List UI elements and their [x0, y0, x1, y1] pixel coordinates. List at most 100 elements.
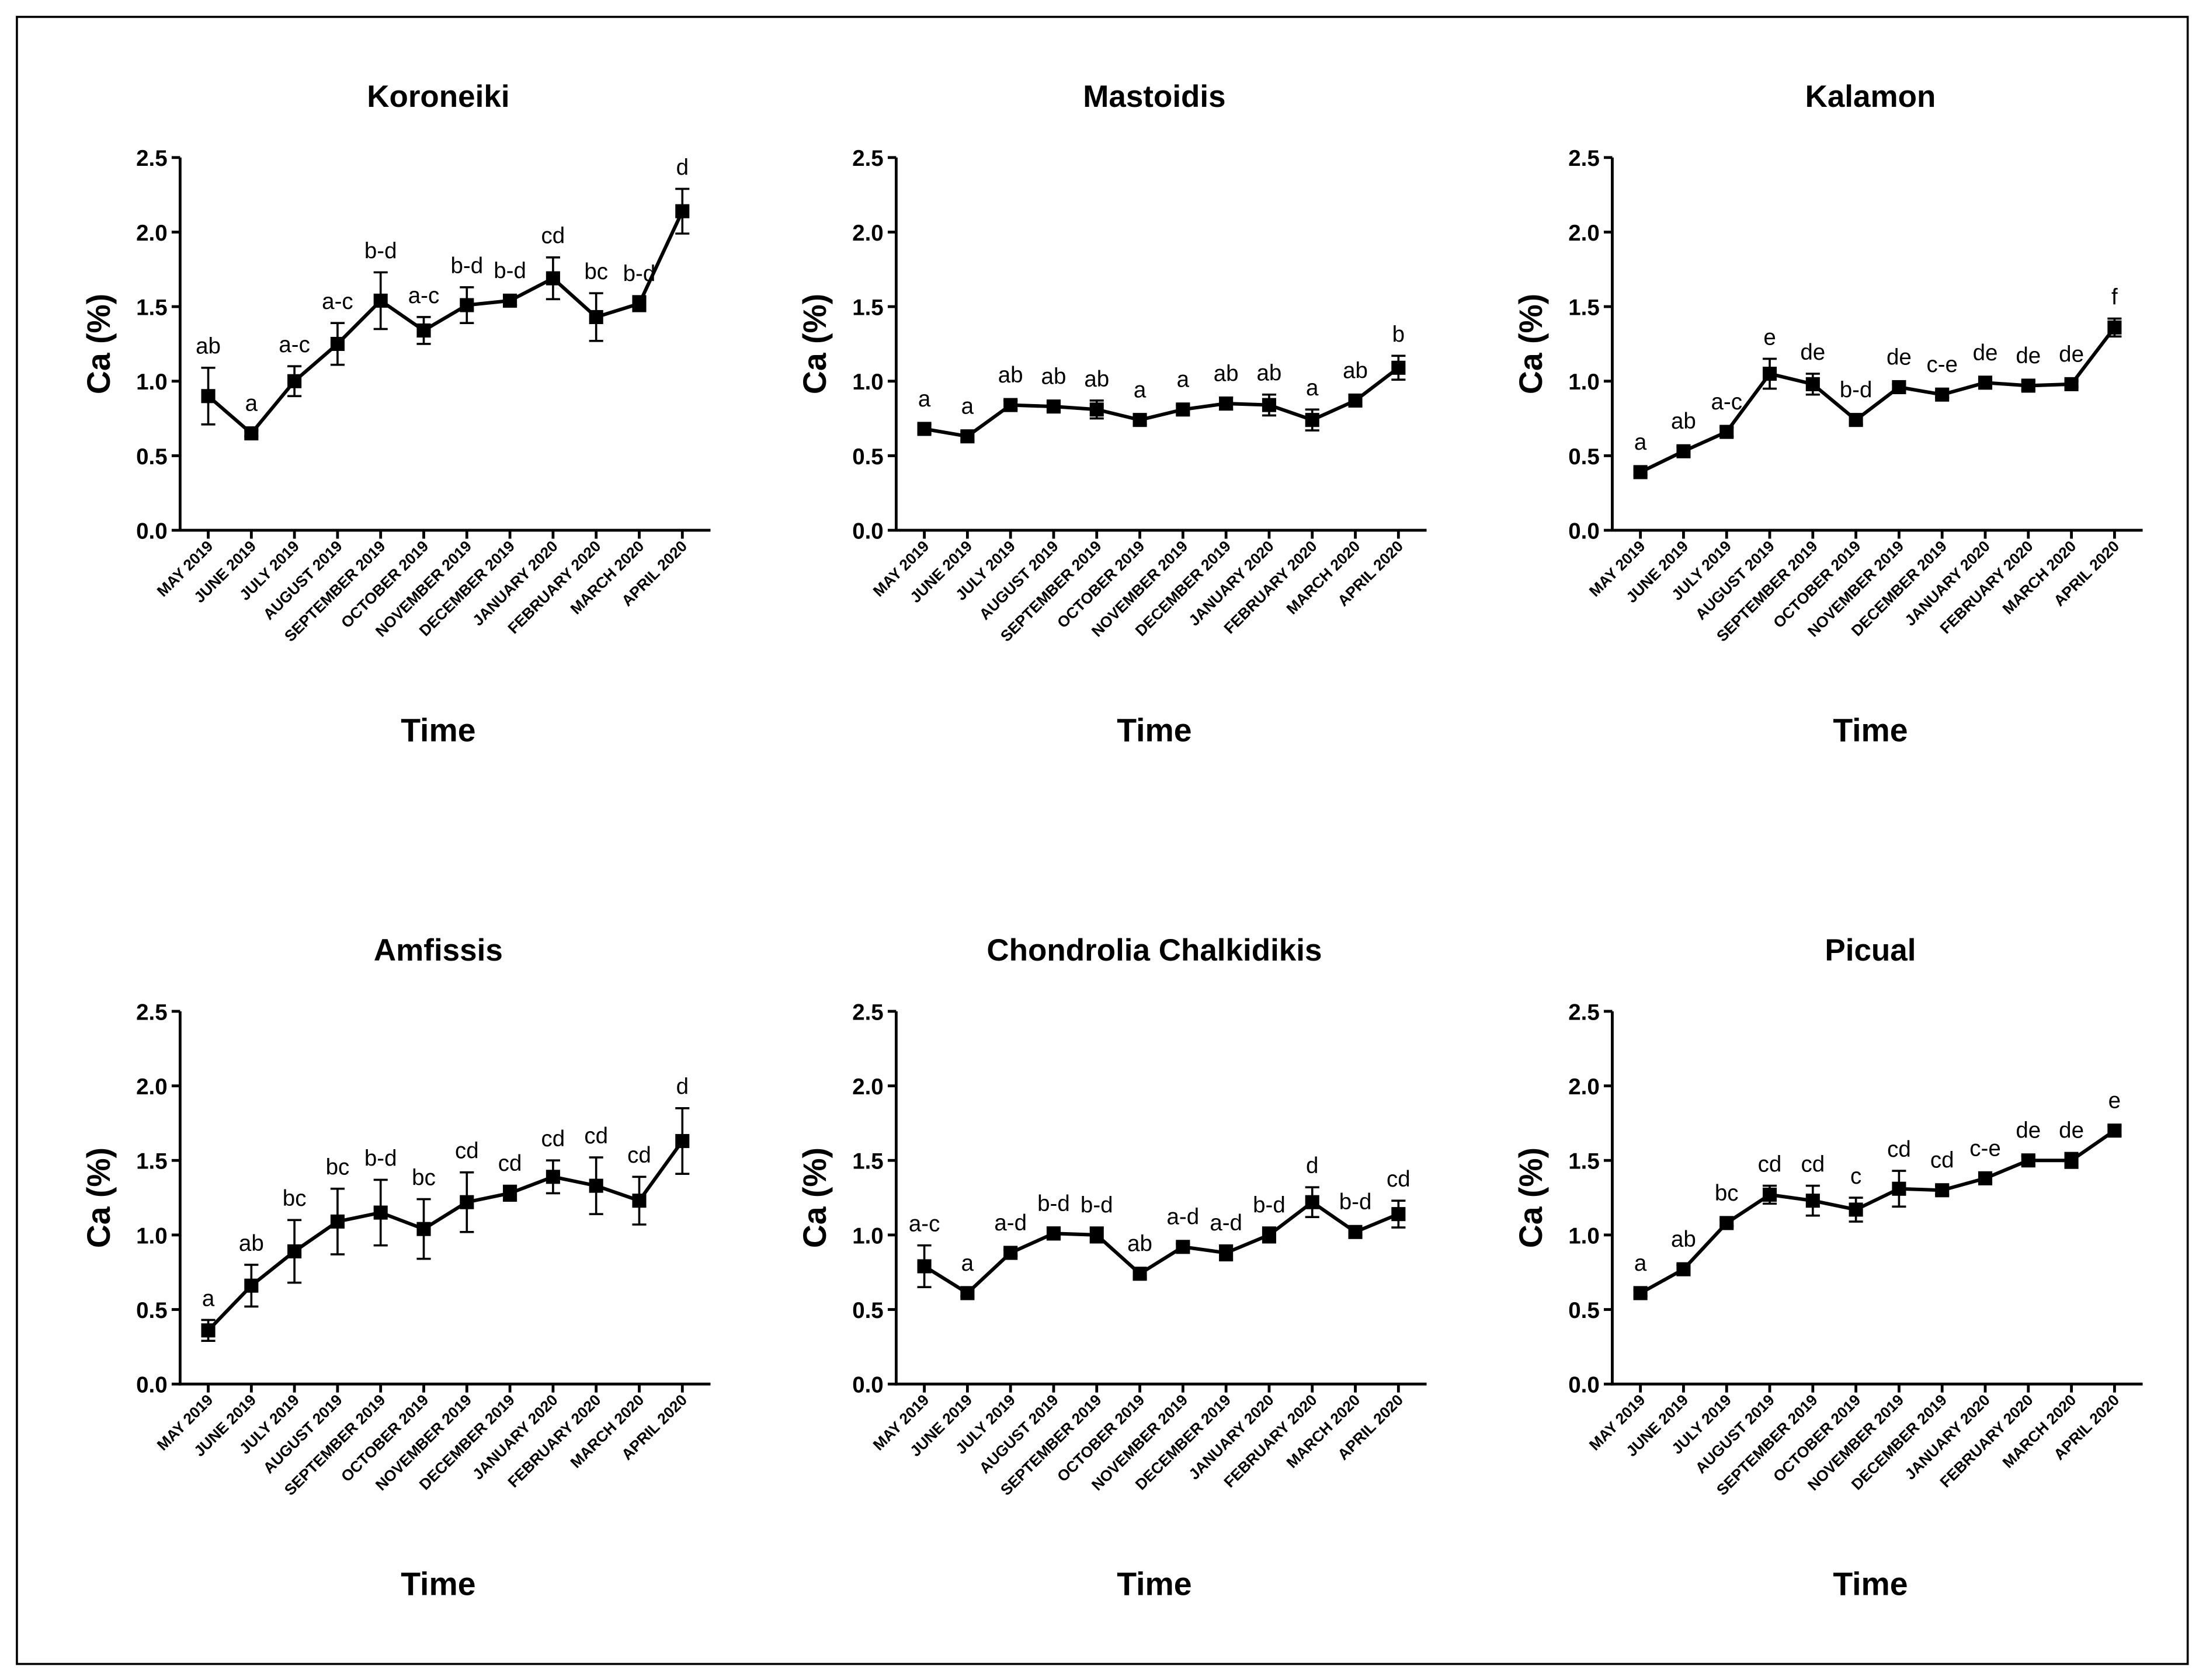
significance-letter: cd — [1801, 1152, 1825, 1177]
significance-letter: bc — [1715, 1181, 1739, 1206]
point — [1719, 425, 1734, 439]
significance-letter: a — [1634, 430, 1647, 455]
significance-letter: de — [2016, 343, 2041, 368]
significance-letter: a-c — [408, 283, 440, 308]
point — [675, 1133, 690, 1149]
point — [244, 426, 259, 441]
point — [1805, 377, 1820, 391]
significance-letter: cd — [455, 1139, 479, 1164]
frame — [16, 16, 2189, 1665]
point — [1262, 1227, 1276, 1242]
y-tick-label: 0.0 — [852, 519, 884, 544]
x-axis-label: Time — [1117, 1566, 1191, 1602]
significance-letter: b-d — [1037, 1191, 1070, 1216]
significance-letter: ab — [1214, 361, 1239, 387]
point — [287, 374, 302, 388]
significance-letter: cd — [1887, 1137, 1911, 1162]
point — [244, 1278, 259, 1293]
point — [546, 271, 560, 286]
significance-letter: bc — [326, 1155, 350, 1180]
significance-letter: bc — [412, 1166, 436, 1191]
y-tick-label: 1.5 — [136, 295, 168, 321]
point — [1978, 1171, 1993, 1185]
point — [1849, 413, 1863, 427]
y-tick-label: 1.0 — [1568, 370, 1600, 395]
y-tick-label: 2.5 — [136, 1000, 168, 1025]
y-tick-label: 1.0 — [136, 1223, 168, 1248]
significance-letter: d — [1306, 1153, 1318, 1178]
significance-letter: a-c — [279, 332, 310, 357]
y-tick-label: 2.5 — [1568, 1000, 1600, 1025]
point — [1676, 444, 1691, 458]
point — [1176, 402, 1190, 417]
point — [1046, 399, 1061, 414]
significance-letter: a — [961, 394, 974, 419]
point — [201, 389, 216, 404]
y-tick-label: 1.5 — [1568, 295, 1600, 321]
x-axis-label: Time — [1833, 712, 1908, 748]
significance-letter: de — [2059, 342, 2084, 367]
significance-letter: cd — [541, 224, 565, 249]
significance-letter: c-e — [1926, 352, 1958, 377]
point — [960, 429, 975, 444]
point — [1676, 1262, 1691, 1276]
point — [675, 204, 690, 218]
significance-letter: ab — [1127, 1232, 1152, 1257]
significance-letter: b-d — [494, 258, 526, 283]
significance-letter: a-d — [1210, 1211, 1242, 1236]
y-tick-label: 2.0 — [1568, 221, 1600, 246]
y-tick-label: 0.0 — [1568, 1373, 1600, 1398]
y-axis-label: Ca (%) — [81, 1147, 117, 1248]
point — [1262, 398, 1276, 412]
significance-letter: f — [2111, 284, 2118, 309]
x-axis-label: Time — [1117, 712, 1191, 748]
point — [2107, 320, 2122, 335]
point — [2021, 1153, 2035, 1168]
point — [2064, 1153, 2079, 1168]
significance-letter: a — [1134, 378, 1147, 403]
data-line — [1639, 326, 2116, 474]
point — [201, 1323, 216, 1338]
point — [2021, 378, 2035, 393]
point — [1633, 465, 1648, 479]
significance-letter: a-c — [322, 289, 353, 314]
significance-letter: b — [1392, 322, 1405, 347]
significance-letter: b-d — [364, 238, 397, 263]
point — [917, 1259, 932, 1274]
point — [1762, 366, 1777, 381]
significance-letter: b-d — [623, 261, 656, 286]
y-tick-label: 1.0 — [852, 370, 884, 395]
x-axis-label: Time — [1833, 1566, 1908, 1602]
significance-letter: bc — [584, 259, 608, 284]
point — [632, 296, 647, 311]
chart-title: Chondrolia Chalkidikis — [986, 933, 1322, 968]
y-tick-label: 1.5 — [852, 1149, 884, 1174]
point — [589, 1178, 603, 1193]
y-tick-label: 2.0 — [136, 221, 168, 246]
significance-letter: ab — [998, 363, 1023, 388]
significance-letter: a — [202, 1286, 215, 1311]
point — [917, 422, 932, 436]
point — [1978, 375, 1993, 390]
point — [416, 1222, 431, 1236]
point — [1935, 1183, 1950, 1198]
significance-letter: b-d — [1339, 1189, 1372, 1215]
significance-letter: cd — [541, 1126, 565, 1152]
point — [632, 1194, 647, 1208]
significance-letter: bc — [283, 1186, 307, 1211]
significance-letter: e — [2108, 1088, 2121, 1114]
point — [1892, 1181, 1906, 1196]
point — [1633, 1286, 1648, 1300]
point — [1391, 360, 1406, 375]
significance-letter: b-d — [1253, 1192, 1286, 1218]
significance-letter: ab — [1671, 409, 1696, 434]
point — [1003, 1246, 1018, 1260]
x-axis-label: Time — [401, 1566, 475, 1602]
y-tick-label: 2.5 — [852, 1000, 884, 1025]
point — [2064, 377, 2079, 391]
significance-letter: a — [1634, 1251, 1647, 1276]
y-tick-label: 2.0 — [852, 1074, 884, 1100]
chart-title: Koroneiki — [367, 79, 509, 114]
y-tick-label: 2.0 — [852, 221, 884, 246]
